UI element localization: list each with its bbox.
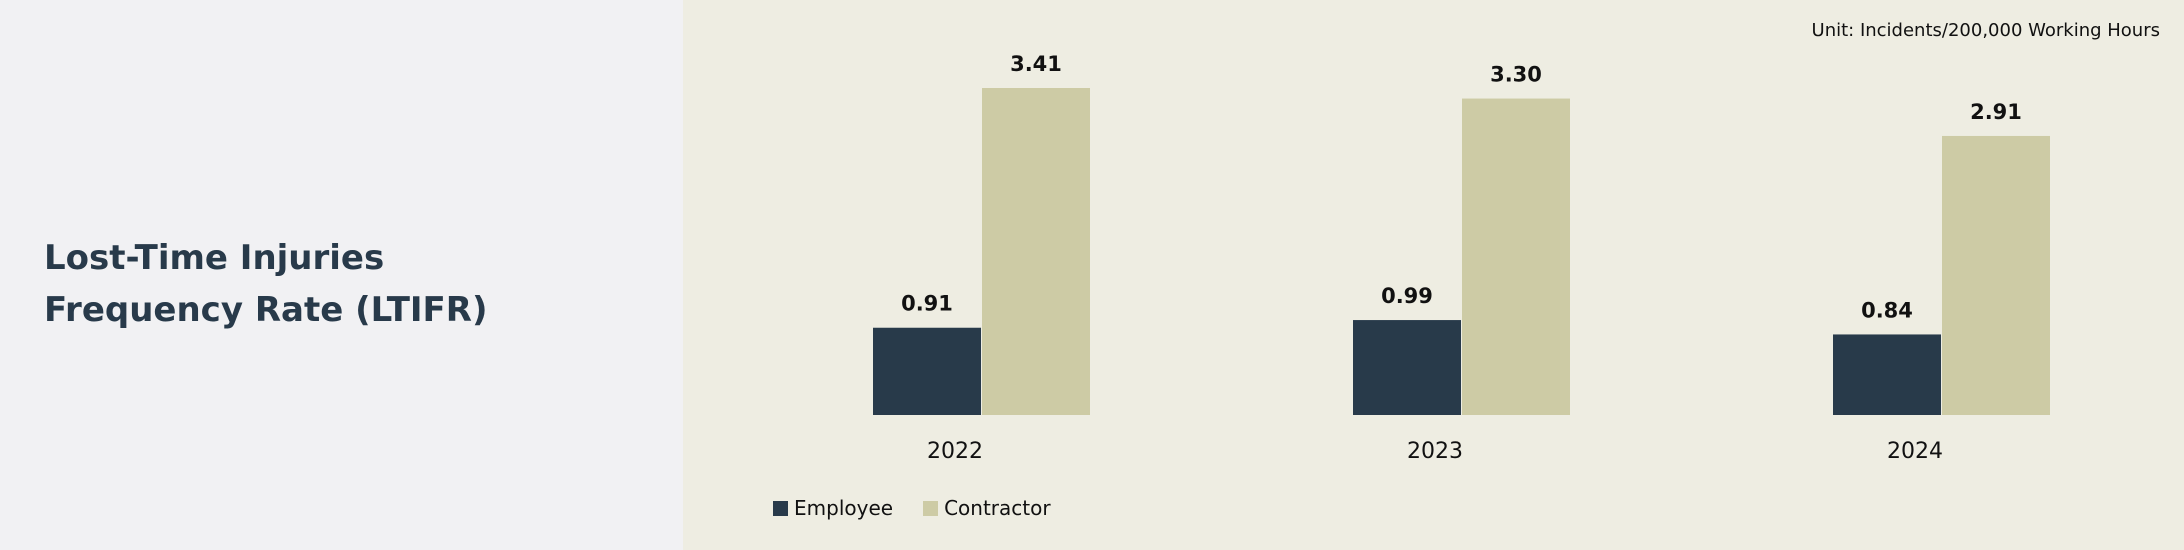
x-tick-label-2023: 2023 [1407,439,1463,464]
legend-label-contractor: Contractor [944,496,1051,520]
unit-note: Unit: Incidents/200,000 Working Hours [1811,20,2160,41]
bar-contractor-2023 [1462,98,1570,415]
data-label-employee-2022: 0.91 [901,292,953,316]
legend-swatch-contractor [923,500,939,516]
bar-contractor-2024 [1942,135,2050,416]
legend-swatch-employee [773,500,788,516]
data-label-contractor-2024: 2.91 [1970,100,2022,124]
chart-panel: Unit: Incidents/200,000 Working Hours 0.… [683,0,2184,550]
data-label-employee-2023: 0.99 [1381,284,1433,308]
bar-contractor-2022 [982,88,1090,415]
legend-item-employee: Employee [773,496,893,520]
bar-employee-2023 [1353,320,1461,415]
bar-employee-2024 [1833,334,1941,415]
chart-title-line-2: Frequency Rate (LTIFR) [44,290,488,330]
legend-item-contractor: Contractor [923,496,1051,520]
bar-chart: 0.91 3.41 2022 0.99 3.30 2023 0.84 2.91 2024 [873,52,2050,464]
chart-title: Lost-Time Injuries Frequency Rate (LTIFR… [44,232,644,336]
data-label-contractor-2022: 3.41 [1010,52,1062,76]
legend: Employee Contractor [773,496,1081,520]
legend-label-employee: Employee [794,496,894,520]
title-panel: Lost-Time Injuries Frequency Rate (LTIFR… [0,0,683,550]
data-label-employee-2024: 0.84 [1861,298,1913,322]
data-label-contractor-2023: 3.30 [1490,63,1542,87]
x-tick-label-2022: 2022 [927,439,983,464]
bar-employee-2022 [873,327,981,415]
chart-title-line-1: Lost-Time Injuries [44,238,385,278]
x-tick-label-2024: 2024 [1887,439,1943,464]
